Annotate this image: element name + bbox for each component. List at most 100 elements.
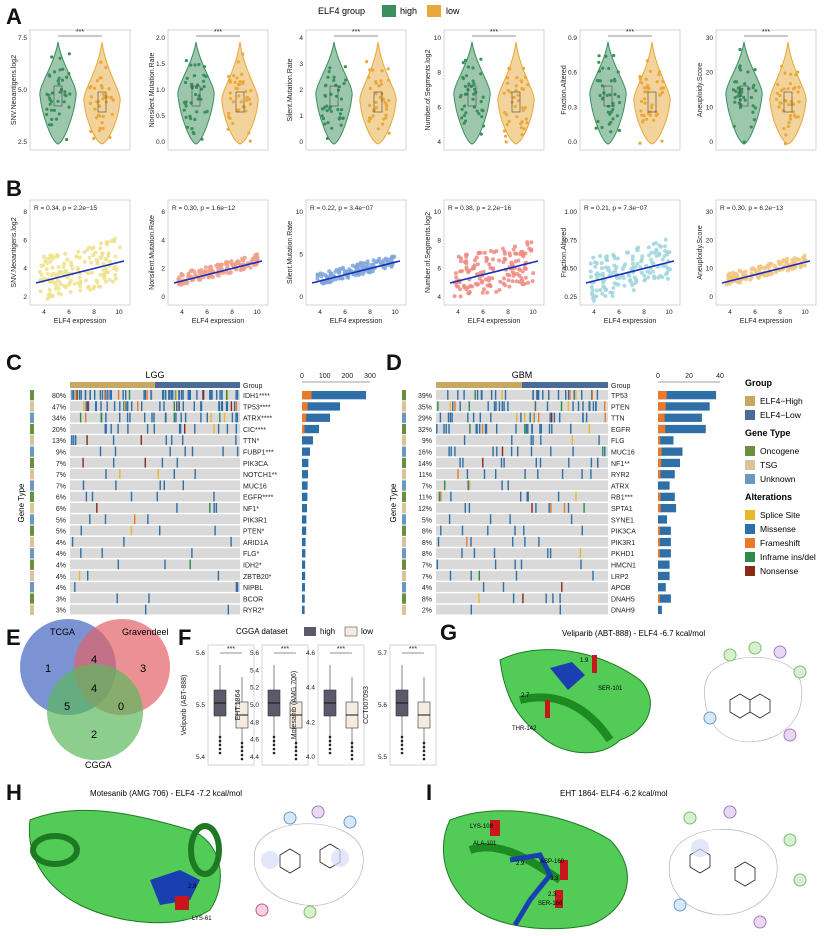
onco-mutation (180, 412, 182, 423)
onco-mutation (503, 457, 505, 468)
b-ytick: 1.00 (564, 209, 577, 216)
onco-gene: EGFR**** (243, 495, 274, 502)
onco-mutation (164, 412, 167, 423)
onco-mutation (436, 423, 438, 434)
a-point (92, 86, 97, 90)
a-point (204, 74, 208, 79)
onco-mutation (74, 582, 76, 592)
onco-mutation (436, 559, 438, 570)
onco-mutation (538, 536, 540, 547)
f-outlier (400, 735, 404, 739)
legend-f-low-swatch (344, 626, 358, 637)
legend-label: Inframe ins/del (760, 552, 816, 562)
a-point (611, 107, 615, 112)
onco-gene-type (402, 525, 406, 536)
onco-pct: 7% (422, 563, 432, 570)
b-point (774, 270, 779, 275)
b-point (656, 275, 661, 280)
b-point (485, 283, 490, 288)
b-stat: R = 0.34, p = 2.2e−15 (34, 205, 97, 212)
a-point (323, 122, 327, 126)
onco-gene-type (402, 593, 406, 604)
onco-pct: 8% (422, 529, 432, 536)
onco-mutation (129, 412, 131, 423)
onco-mutation (104, 390, 106, 400)
onco-mutation (104, 423, 106, 434)
a-point (63, 90, 67, 94)
a-point (618, 100, 622, 105)
legend-type-title: Gene Type (745, 428, 790, 438)
b-stat: R = 0.30, p = 1.6e−12 (172, 205, 235, 212)
onco-mutation (178, 401, 180, 412)
a-point (324, 83, 328, 87)
onco-mutation (210, 412, 212, 423)
onco-mutation (221, 390, 223, 400)
a-point (611, 104, 615, 108)
onco-mutation (539, 457, 542, 468)
onco-mutation (157, 469, 159, 479)
b-point (219, 262, 224, 267)
a-point (507, 119, 511, 123)
b-point (642, 273, 647, 278)
onco-mutation (146, 423, 149, 434)
b-point (207, 268, 212, 273)
a-sig: *** (626, 29, 634, 36)
onco-count-bar (302, 447, 310, 456)
a-point (332, 75, 336, 79)
legend-f: CGGA dataset high low (236, 626, 373, 637)
a-point (249, 89, 253, 93)
b-point (668, 267, 672, 272)
onco-mutation (235, 582, 238, 592)
b-point (95, 259, 100, 264)
onco-gene: TP53 (611, 393, 628, 400)
onco-count-bar (302, 436, 313, 445)
a-point (49, 100, 54, 104)
b-point (91, 245, 96, 250)
a-point (782, 87, 786, 91)
onco-mutation (582, 412, 584, 423)
onco-mutation (184, 423, 186, 434)
b-point (502, 256, 507, 261)
a-ytick: 4 (437, 139, 441, 146)
f-outlier (422, 753, 426, 757)
onco-mutation (523, 525, 525, 536)
onco-mutation (536, 390, 538, 400)
onco-mutation (567, 401, 569, 412)
onco-count-bar (302, 504, 307, 513)
onco-pct: 8% (422, 596, 432, 603)
f-outlier (350, 741, 354, 745)
b-point (108, 259, 112, 264)
onco-mutation (495, 469, 497, 479)
onco-mutation (89, 514, 91, 525)
onco-mutation (217, 570, 220, 581)
onco-mutation (454, 401, 456, 412)
a-point (522, 87, 526, 91)
b-point (514, 279, 519, 284)
onco-mutation (179, 423, 182, 434)
b-point (333, 269, 338, 274)
a-point (193, 63, 197, 67)
b-point (508, 253, 512, 258)
a-point (796, 70, 800, 74)
a-ytick: 0.6 (568, 70, 577, 77)
b-point (511, 247, 516, 252)
onco-mutation (180, 390, 183, 400)
a-point (326, 121, 330, 125)
b-xlabel: ELF4 expression (604, 318, 657, 325)
b-point (459, 259, 463, 264)
f-outlier (294, 753, 298, 757)
residue-node-g-4 (793, 665, 807, 679)
distance-label-g-2: 2.7 (521, 693, 530, 699)
b-point (612, 256, 617, 261)
onco-mutation (213, 423, 215, 434)
onco-count-bar (302, 560, 306, 569)
b-point (756, 275, 761, 280)
onco-mutation (78, 390, 81, 400)
b-point (611, 252, 616, 257)
onco-mutation (235, 435, 237, 445)
onco-row-bg (436, 503, 608, 513)
b-point (229, 260, 234, 265)
a-point (337, 117, 341, 121)
f-outlier (240, 753, 244, 757)
a-point (661, 86, 666, 90)
